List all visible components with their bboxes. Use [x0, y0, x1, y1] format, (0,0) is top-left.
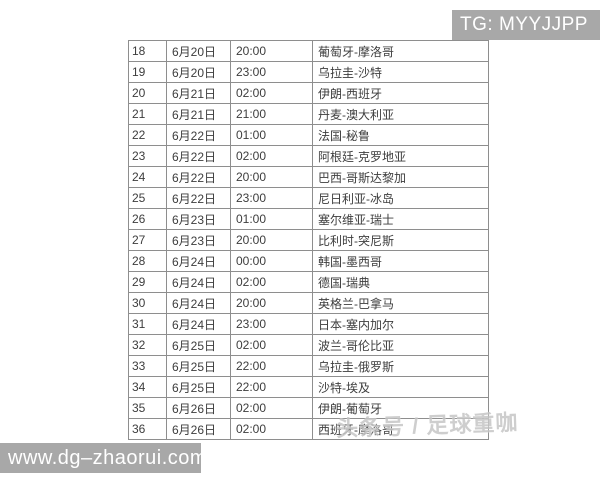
table-row: 23 6月22日 02:00 阿根廷-克罗地亚	[128, 145, 489, 167]
match-number: 20	[128, 82, 167, 104]
match-time: 23:00	[230, 187, 313, 209]
match-teams: 比利时-突尼斯	[312, 229, 489, 251]
table-row: 22 6月22日 01:00 法国-秘鲁	[128, 124, 489, 146]
match-number: 23	[128, 145, 167, 167]
table-row: 18 6月20日 20:00 葡萄牙-摩洛哥	[128, 40, 489, 62]
match-date: 6月21日	[166, 82, 231, 104]
match-date: 6月25日	[166, 355, 231, 377]
match-number: 35	[128, 397, 167, 419]
match-number: 22	[128, 124, 167, 146]
match-date: 6月22日	[166, 145, 231, 167]
match-date: 6月26日	[166, 418, 231, 440]
match-date: 6月23日	[166, 208, 231, 230]
table-row: 26 6月23日 01:00 塞尔维亚-瑞士	[128, 208, 489, 230]
match-number: 34	[128, 376, 167, 398]
match-date: 6月22日	[166, 187, 231, 209]
match-date: 6月23日	[166, 229, 231, 251]
match-number: 24	[128, 166, 167, 188]
match-number: 26	[128, 208, 167, 230]
match-time: 22:00	[230, 376, 313, 398]
match-date: 6月20日	[166, 61, 231, 83]
table-row: 24 6月22日 20:00 巴西-哥斯达黎加	[128, 166, 489, 188]
match-number: 27	[128, 229, 167, 251]
match-date: 6月24日	[166, 250, 231, 272]
table-row: 28 6月24日 00:00 韩国-墨西哥	[128, 250, 489, 272]
match-date: 6月22日	[166, 166, 231, 188]
match-time: 20:00	[230, 40, 313, 62]
match-time: 02:00	[230, 145, 313, 167]
match-time: 23:00	[230, 313, 313, 335]
match-date: 6月20日	[166, 40, 231, 62]
match-teams: 尼日利亚-冰岛	[312, 187, 489, 209]
match-teams: 乌拉圭-沙特	[312, 61, 489, 83]
match-teams: 法国-秘鲁	[312, 124, 489, 146]
match-teams: 伊朗-西班牙	[312, 82, 489, 104]
match-teams: 丹麦-澳大利亚	[312, 103, 489, 125]
match-teams: 沙特-埃及	[312, 376, 489, 398]
table-row: 27 6月23日 20:00 比利时-突尼斯	[128, 229, 489, 251]
match-teams: 阿根廷-克罗地亚	[312, 145, 489, 167]
match-teams: 乌拉圭-俄罗斯	[312, 355, 489, 377]
website-watermark: www.dg–zhaorui.com	[0, 443, 207, 473]
match-date: 6月25日	[166, 334, 231, 356]
match-date: 6月22日	[166, 124, 231, 146]
match-time: 22:00	[230, 355, 313, 377]
match-number: 18	[128, 40, 167, 62]
match-time: 20:00	[230, 292, 313, 314]
match-teams: 德国-瑞典	[312, 271, 489, 293]
match-number: 21	[128, 103, 167, 125]
match-number: 19	[128, 61, 167, 83]
match-number: 36	[128, 418, 167, 440]
match-time: 01:00	[230, 208, 313, 230]
match-time: 00:00	[230, 250, 313, 272]
match-teams: 西班牙-摩洛哥	[312, 418, 489, 440]
table-row: 29 6月24日 02:00 德国-瑞典	[128, 271, 489, 293]
match-teams: 日本-塞内加尔	[312, 313, 489, 335]
table-row: 34 6月25日 22:00 沙特-埃及	[128, 376, 489, 398]
match-time: 02:00	[230, 334, 313, 356]
table-row: 21 6月21日 21:00 丹麦-澳大利亚	[128, 103, 489, 125]
match-time: 02:00	[230, 397, 313, 419]
match-date: 6月26日	[166, 397, 231, 419]
match-number: 25	[128, 187, 167, 209]
toutiao-account-watermark: 头条号 / 足球重咖	[335, 409, 519, 442]
match-date: 6月24日	[166, 271, 231, 293]
table-row: 31 6月24日 23:00 日本-塞内加尔	[128, 313, 489, 335]
match-number: 31	[128, 313, 167, 335]
match-teams: 英格兰-巴拿马	[312, 292, 489, 314]
match-time: 20:00	[230, 229, 313, 251]
table-row: 19 6月20日 23:00 乌拉圭-沙特	[128, 61, 489, 83]
match-time: 02:00	[230, 82, 313, 104]
match-teams: 韩国-墨西哥	[312, 250, 489, 272]
table-row: 36 6月26日 02:00 西班牙-摩洛哥	[128, 418, 489, 440]
table-row: 20 6月21日 02:00 伊朗-西班牙	[128, 82, 489, 104]
match-teams: 波兰-哥伦比亚	[312, 334, 489, 356]
match-time: 02:00	[230, 271, 313, 293]
match-teams: 葡萄牙-摩洛哥	[312, 40, 489, 62]
match-teams: 巴西-哥斯达黎加	[312, 166, 489, 188]
match-date: 6月24日	[166, 313, 231, 335]
match-number: 33	[128, 355, 167, 377]
table-row: 30 6月24日 20:00 英格兰-巴拿马	[128, 292, 489, 314]
match-date: 6月25日	[166, 376, 231, 398]
match-time: 02:00	[230, 418, 313, 440]
schedule-table-body: 18 6月20日 20:00 葡萄牙-摩洛哥 19 6月20日 23:00 乌拉…	[128, 40, 489, 440]
match-number: 28	[128, 250, 167, 272]
match-number: 29	[128, 271, 167, 293]
telegram-watermark: TG: MYYJJPP	[452, 10, 600, 40]
match-date: 6月24日	[166, 292, 231, 314]
match-number: 32	[128, 334, 167, 356]
match-date: 6月21日	[166, 103, 231, 125]
table-row: 32 6月25日 02:00 波兰-哥伦比亚	[128, 334, 489, 356]
match-schedule-table: 18 6月20日 20:00 葡萄牙-摩洛哥 19 6月20日 23:00 乌拉…	[128, 40, 489, 440]
match-number: 30	[128, 292, 167, 314]
match-teams: 塞尔维亚-瑞士	[312, 208, 489, 230]
table-row: 33 6月25日 22:00 乌拉圭-俄罗斯	[128, 355, 489, 377]
match-time: 01:00	[230, 124, 313, 146]
match-time: 23:00	[230, 61, 313, 83]
match-time: 20:00	[230, 166, 313, 188]
match-time: 21:00	[230, 103, 313, 125]
table-row: 25 6月22日 23:00 尼日利亚-冰岛	[128, 187, 489, 209]
